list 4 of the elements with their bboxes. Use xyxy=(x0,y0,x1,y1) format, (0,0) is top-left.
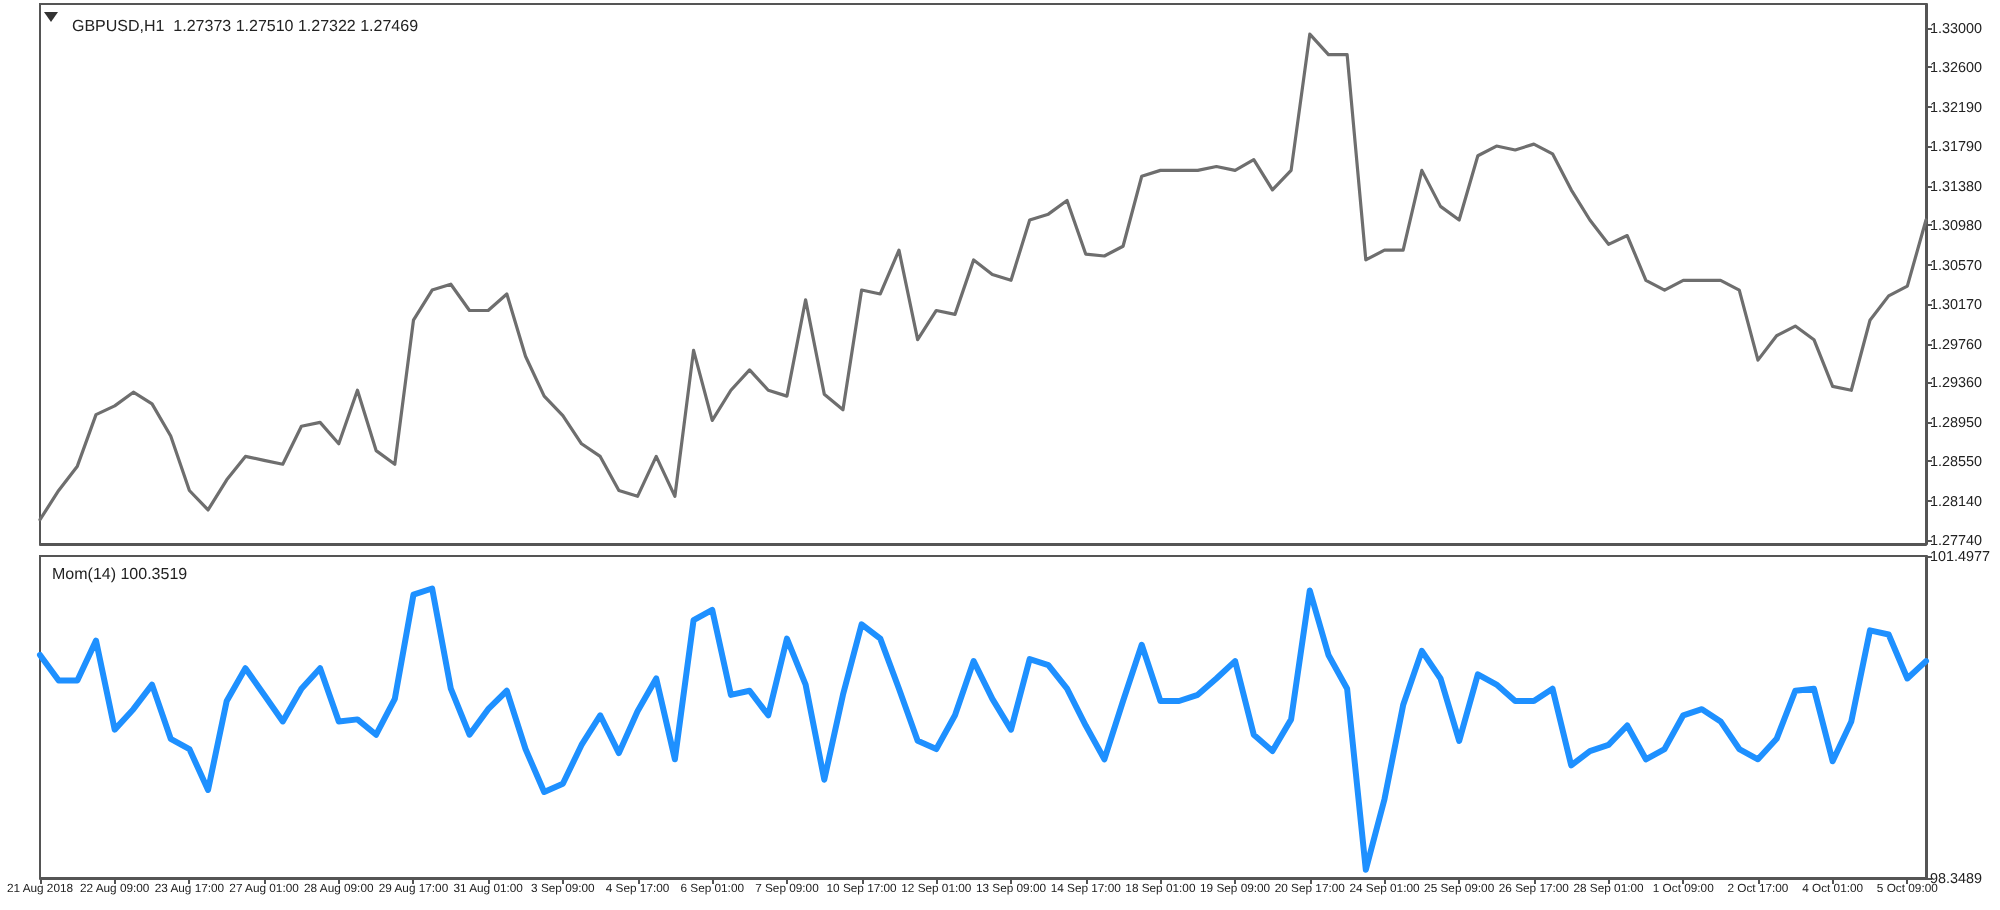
line-series xyxy=(38,32,1928,522)
line-series xyxy=(37,585,1929,873)
text: Mom(14) 100.3519 xyxy=(52,565,189,583)
text: GBPUSD,H1 1.27373 1.27510 1.27322 1.27469 xyxy=(72,17,420,35)
